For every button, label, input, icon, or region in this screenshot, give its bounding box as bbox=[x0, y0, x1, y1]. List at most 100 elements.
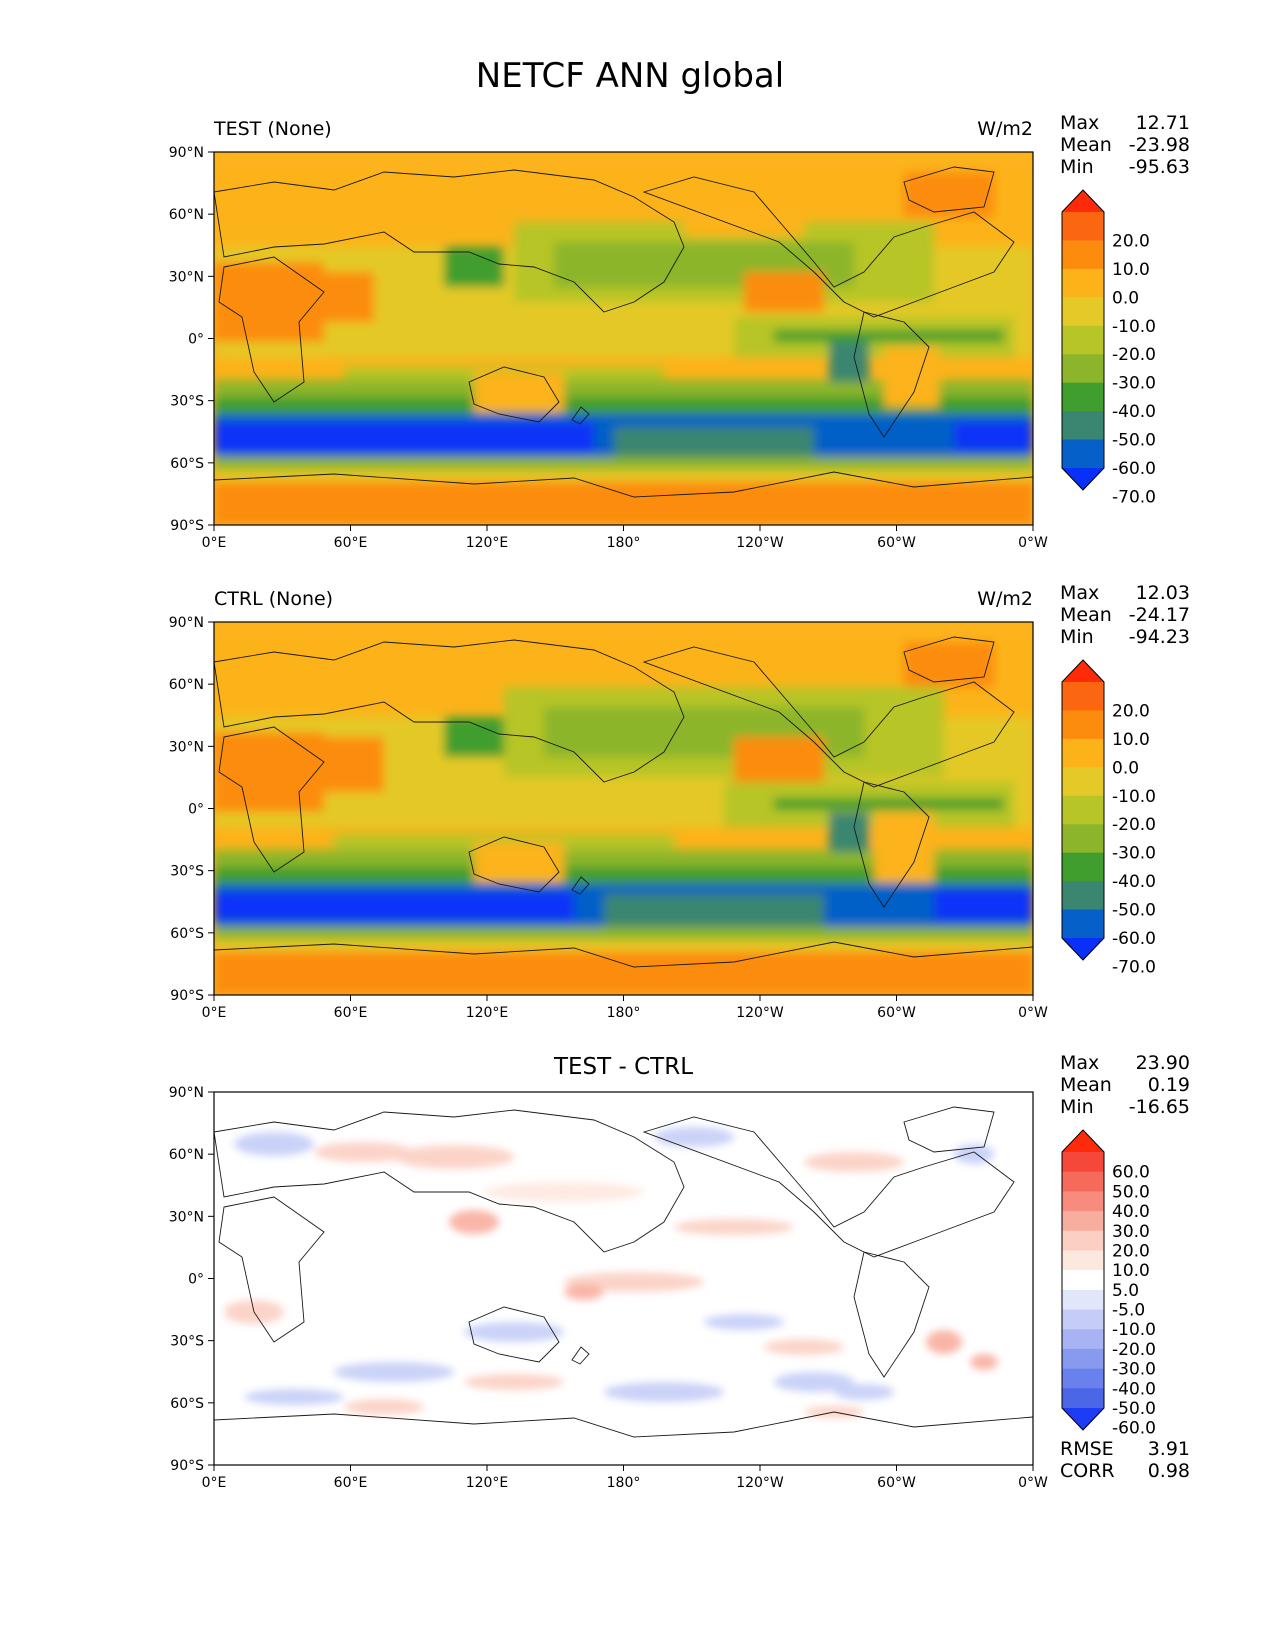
colorbar-label: -60.0 bbox=[1112, 929, 1156, 949]
ctrl-stats: Max 12.03 Mean -24.17 Min -94.23 bbox=[1060, 582, 1190, 648]
lat-tick-label: 0° bbox=[188, 1272, 204, 1288]
diff-axes: 90°N 60°N 30°N 0° 30°S 60°S 90°S0°E 60°E 120°E 18… bbox=[169, 1085, 1048, 1491]
colorbar-label: -20.0 bbox=[1112, 815, 1156, 835]
colorbar-segment bbox=[1062, 682, 1104, 711]
stat-min-label: Min bbox=[1060, 156, 1094, 178]
lon-tick-label: 0°E bbox=[202, 1475, 227, 1491]
lat-tick-label: 30°N bbox=[169, 739, 204, 755]
colorbar-label: -20.0 bbox=[1112, 1340, 1156, 1360]
stat-mean-label: Mean bbox=[1060, 134, 1112, 156]
ctrl-coastlines bbox=[213, 636, 1034, 968]
lon-tick-label: 0°W bbox=[1018, 1475, 1048, 1491]
colorbar-segment bbox=[1062, 710, 1104, 740]
colorbar-segment bbox=[1062, 1388, 1104, 1409]
colorbar-extend-bottom bbox=[1062, 1408, 1104, 1430]
colorbar-segment bbox=[1062, 382, 1104, 412]
colorbar-label: -30.0 bbox=[1112, 1360, 1156, 1380]
ctrl-panel-units: W/m2 bbox=[977, 588, 1033, 610]
colorbar-label: -5.0 bbox=[1112, 1301, 1145, 1321]
corr-value: 0.98 bbox=[1147, 1460, 1190, 1482]
colorbar-label: -50.0 bbox=[1112, 901, 1156, 921]
colorbar-label: -50.0 bbox=[1112, 431, 1156, 451]
colorbar-segment bbox=[1062, 1230, 1104, 1251]
stat-max-label: Max bbox=[1060, 112, 1100, 134]
lat-tick-label: 30°N bbox=[169, 269, 204, 285]
diff-coastlines bbox=[213, 1106, 1034, 1438]
colorbar-label: 10.0 bbox=[1112, 730, 1150, 750]
lon-tick-label: 120°E bbox=[466, 1475, 509, 1491]
test-axes: 90°N 60°N 30°N 0° 30°S 60°S 90°S0°E 60°E 120°E 18… bbox=[169, 145, 1048, 551]
colorbar-segment bbox=[1062, 354, 1104, 384]
lat-tick-label: 60°N bbox=[169, 207, 204, 223]
lat-tick-label: 30°S bbox=[170, 1334, 204, 1350]
stat-min-value: -95.63 bbox=[1128, 156, 1190, 178]
lat-tick-label: 90°S bbox=[170, 1458, 204, 1474]
lon-tick-label: 0°E bbox=[202, 535, 227, 551]
lon-tick-label: 120°W bbox=[736, 535, 784, 551]
colorbar-segment bbox=[1062, 439, 1104, 469]
lon-tick-label: 60°W bbox=[877, 1475, 916, 1491]
lat-tick-label: 90°S bbox=[170, 988, 204, 1004]
lat-tick-label: 90°N bbox=[169, 1085, 204, 1101]
corr-label: CORR bbox=[1060, 1460, 1115, 1482]
colorbar-segment bbox=[1062, 1191, 1104, 1212]
colorbar-segment bbox=[1062, 325, 1104, 355]
colorbar-label: 20.0 bbox=[1112, 1241, 1150, 1261]
colorbar-label: -60.0 bbox=[1112, 1419, 1156, 1439]
ctrl-colorbar: 20.0 10.0 0.0 -10.0 -20.0 -30.0 -40.0 -50.0 -60.… bbox=[1061, 659, 1156, 977]
test-panel: TEST (None) W/m2 Max 12.71 Mean -23.98 Min… bbox=[0, 0, 1275, 551]
lat-tick-label: 0° bbox=[188, 802, 204, 818]
colorbar-segment bbox=[1062, 795, 1104, 825]
lat-tick-label: 60°S bbox=[170, 926, 204, 942]
stat-min-label: Min bbox=[1060, 1096, 1094, 1118]
lat-tick-label: 90°N bbox=[169, 145, 204, 161]
ctrl-map: 90°N 60°N 30°N 0° 30°S 60°S 90°S0°E 60°E 120°E 18… bbox=[169, 615, 1048, 1021]
diff-metrics: RMSE 3.91 CORR 0.98 bbox=[1060, 1438, 1190, 1482]
colorbar-label: 60.0 bbox=[1112, 1163, 1150, 1183]
lat-tick-label: 60°N bbox=[169, 677, 204, 693]
diff-stats: Max 23.90 Mean 0.19 Min -16.65 bbox=[1060, 1052, 1190, 1118]
lat-tick-label: 90°N bbox=[169, 615, 204, 631]
lon-tick-label: 60°E bbox=[334, 535, 368, 551]
colorbar-label: -20.0 bbox=[1112, 345, 1156, 365]
colorbar-segment bbox=[1062, 1368, 1104, 1389]
stat-mean-label: Mean bbox=[1060, 604, 1112, 626]
colorbar-label: -70.0 bbox=[1112, 487, 1156, 507]
colorbar-label: -40.0 bbox=[1112, 872, 1156, 892]
colorbar-segment bbox=[1062, 909, 1104, 939]
diff-panel-title: TEST - CTRL bbox=[553, 1054, 694, 1080]
colorbar-label: 40.0 bbox=[1112, 1202, 1150, 1222]
ctrl-axes: 90°N 60°N 30°N 0° 30°S 60°S 90°S0°E 60°E 120°E 18… bbox=[169, 615, 1048, 1021]
colorbar-segment bbox=[1062, 1309, 1104, 1330]
test-panel-title: TEST (None) bbox=[214, 118, 332, 140]
lon-tick-label: 120°W bbox=[736, 1005, 784, 1021]
colorbar-extend-bottom bbox=[1062, 468, 1104, 490]
stat-mean-value: -23.98 bbox=[1128, 134, 1190, 156]
colorbar-extend-bottom bbox=[1062, 938, 1104, 960]
colorbar-label: 20.0 bbox=[1112, 231, 1150, 251]
colorbar-label: 30.0 bbox=[1112, 1222, 1150, 1242]
colorbar-segment bbox=[1062, 1270, 1104, 1291]
colorbar-segment bbox=[1062, 1211, 1104, 1232]
stat-max-value: 12.71 bbox=[1135, 112, 1190, 134]
colorbar-label: 5.0 bbox=[1112, 1281, 1139, 1301]
colorbar-segment bbox=[1062, 767, 1104, 797]
rmse-value: 3.91 bbox=[1147, 1438, 1190, 1460]
lon-tick-label: 60°W bbox=[877, 535, 916, 551]
stat-mean-value: 0.19 bbox=[1147, 1074, 1190, 1096]
stat-max-label: Max bbox=[1060, 582, 1100, 604]
lon-tick-label: 180° bbox=[607, 1475, 641, 1491]
test-coastlines bbox=[213, 166, 1034, 498]
stat-min-value: -16.65 bbox=[1128, 1096, 1190, 1118]
lon-tick-label: 120°W bbox=[736, 1475, 784, 1491]
colorbar-segment bbox=[1062, 852, 1104, 882]
colorbar-outline bbox=[1061, 1129, 1105, 1431]
colorbar-segment bbox=[1062, 738, 1104, 768]
stat-min-value: -94.23 bbox=[1128, 626, 1190, 648]
colorbar-extend-top bbox=[1062, 190, 1104, 212]
lat-tick-label: 30°N bbox=[169, 1209, 204, 1225]
colorbar-label: 20.0 bbox=[1112, 701, 1150, 721]
colorbar-label: -40.0 bbox=[1112, 402, 1156, 422]
colorbar-segment bbox=[1062, 297, 1104, 327]
colorbar-label: -30.0 bbox=[1112, 374, 1156, 394]
